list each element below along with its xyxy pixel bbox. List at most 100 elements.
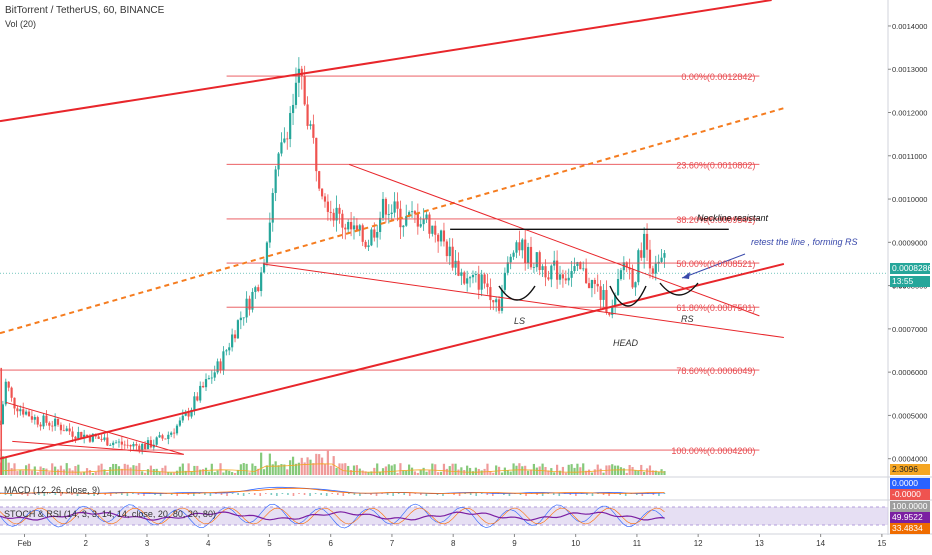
time-tick-label: 10 (571, 539, 580, 548)
candle-body (364, 241, 367, 248)
volume-bar (480, 470, 483, 475)
candle-body (442, 230, 446, 242)
trendline-early-up (12, 440, 184, 455)
volume-bar (460, 467, 463, 475)
macd-histogram-bar (298, 493, 300, 494)
time-tick-label: Feb (18, 539, 32, 548)
candle-body (503, 272, 506, 290)
candle-body (274, 169, 277, 193)
volume-bar (303, 462, 306, 475)
candle-body (477, 274, 480, 290)
volume-bar (442, 463, 446, 475)
volume-bar (257, 468, 260, 475)
volume-bar (437, 472, 440, 475)
volume-bar (109, 466, 112, 475)
volume-bar (172, 472, 176, 475)
volume-bar (233, 472, 237, 475)
volume-bar (512, 463, 515, 475)
volume-bar (471, 471, 475, 475)
macd-histogram-bar (442, 493, 444, 496)
volume-bar (1, 456, 5, 475)
volume-bar (309, 459, 312, 475)
volume-bar (36, 472, 39, 475)
volume-bar (431, 463, 434, 475)
volume-bar (463, 470, 466, 475)
macd-histogram-bar (137, 493, 140, 495)
candle-body (109, 444, 112, 446)
volume-bar (451, 463, 454, 475)
candle-body (463, 272, 466, 284)
candle-body (474, 274, 477, 275)
candle-body (48, 422, 51, 426)
macd-histogram-bar (10, 493, 12, 496)
macd-histogram-bar (121, 493, 123, 495)
candle-body (596, 283, 599, 287)
volume-bar (77, 464, 80, 475)
candle-body (428, 214, 431, 234)
stoch-badge-top: 100.0000 (890, 501, 930, 512)
macd-histogram-bar (93, 493, 95, 496)
candle-body (141, 443, 144, 451)
macd-histogram-bar (492, 493, 494, 496)
volume-bar (114, 464, 118, 475)
symbol-title: BitTorrent / TetherUS, 60, BINANCE (5, 5, 165, 16)
candle-body (535, 252, 538, 268)
candle-body (112, 442, 115, 445)
candle-body (393, 201, 396, 213)
volume-bar (541, 463, 544, 475)
volume-bar (326, 450, 329, 475)
retest-arrowhead (682, 272, 690, 279)
trendline-wedge-top (348, 163, 760, 317)
volume-bar (410, 467, 414, 475)
fib-level-label: 38.20%(0.0009541) (676, 215, 755, 225)
macd-histogram-bar (37, 493, 40, 495)
price-tick-label: 0.0010000 (892, 195, 927, 204)
candle-body (605, 289, 608, 313)
volume-bar (155, 468, 158, 475)
macd-histogram-bar (253, 493, 256, 495)
volume-bar (117, 466, 121, 475)
retest-annotation: retest the line , forming RS (751, 237, 858, 247)
volume-bar (181, 463, 184, 475)
candle-body (492, 300, 495, 303)
volume-bar (486, 463, 489, 475)
volume-bar (492, 472, 495, 475)
macd-histogram-bar (370, 493, 372, 495)
volume-badge-value: 2.3096 (892, 464, 918, 474)
candle-body (74, 436, 77, 439)
volume-bar (268, 453, 271, 475)
volume-bar (341, 463, 344, 475)
candle-body (373, 229, 376, 238)
volume-bar (347, 465, 350, 475)
candle-body (123, 444, 126, 446)
candle-body (451, 246, 454, 268)
candle-body (91, 433, 94, 442)
candle-body (100, 438, 103, 440)
volume-bar (265, 465, 269, 475)
price-tick-label: 0.0012000 (892, 109, 927, 118)
volume-bar (416, 472, 419, 475)
candle-body (190, 409, 193, 417)
candle-body (318, 171, 321, 189)
macd-histogram-bar (503, 493, 505, 495)
volume-bar (158, 471, 161, 475)
macd-histogram-bar (226, 493, 228, 496)
stoch-d-line (0, 507, 665, 525)
volume-bar (68, 468, 71, 475)
volume-bar (42, 468, 45, 475)
volume-bar (634, 470, 637, 475)
candle-body (149, 440, 152, 448)
volume-bar (199, 469, 202, 475)
volume-bar (274, 461, 277, 475)
candle-body (19, 409, 22, 412)
volume-bar (106, 472, 109, 475)
macd-histogram-bar (143, 493, 145, 496)
candle-body (550, 265, 553, 280)
candle-body (97, 436, 100, 439)
candle-body (329, 211, 332, 213)
candle-body (245, 298, 248, 318)
macd-histogram-bar (414, 493, 417, 494)
candle-body (332, 212, 335, 221)
volume-bar (408, 464, 411, 475)
